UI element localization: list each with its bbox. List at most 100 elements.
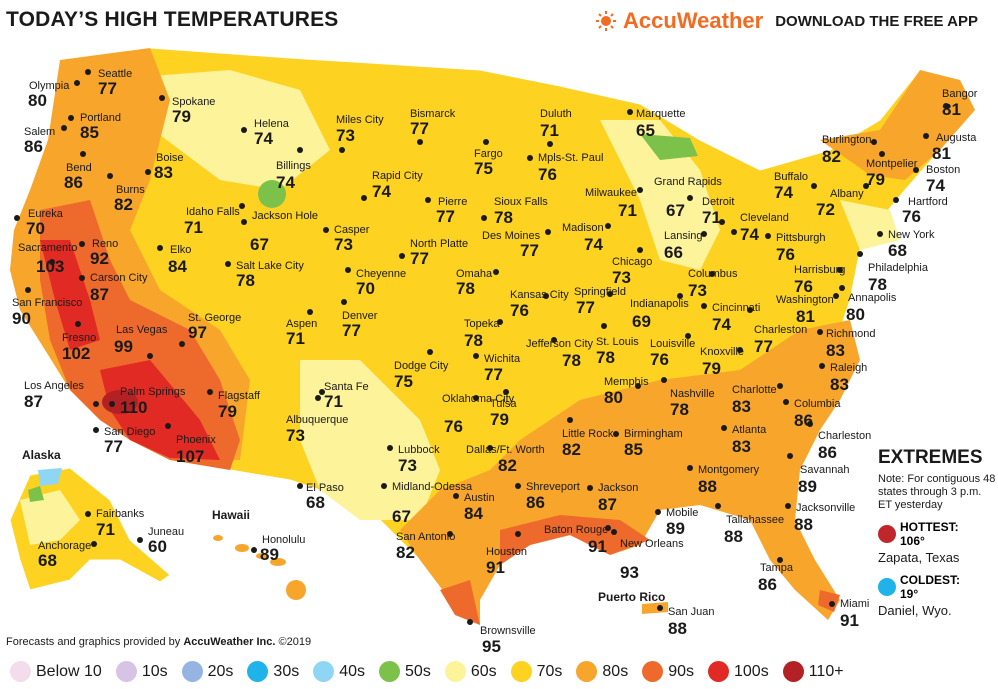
brand-header[interactable]: AccuWeather DOWNLOAD THE FREE APP (595, 8, 978, 34)
city-dot (361, 195, 367, 201)
city-name: Miami (840, 598, 870, 610)
city-dot (607, 291, 613, 297)
city-temperature: 103 (36, 257, 65, 276)
city-temperature: 97 (188, 323, 207, 342)
band-100s-desert (100, 360, 220, 460)
city-temperature: 110 (120, 398, 148, 417)
city-temperature: 74 (712, 315, 731, 334)
city-dot (551, 337, 557, 343)
city-name: Philadelphia (868, 262, 928, 274)
city-dot (777, 557, 783, 563)
city-dot (765, 233, 771, 239)
legend-label: 60s (470, 662, 497, 680)
city-name: St. Louis (596, 336, 639, 348)
city-name: Albany (830, 188, 864, 200)
city-name: Harrisburg (794, 264, 846, 276)
city-temperature: 71 (618, 201, 637, 220)
city-dot (239, 203, 245, 209)
city-name: Honolulu (262, 534, 306, 546)
city-dot (701, 231, 707, 237)
city-name: Duluth (540, 108, 572, 120)
download-app-link[interactable]: DOWNLOAD THE FREE APP (775, 12, 978, 30)
legend-swatch (642, 661, 664, 682)
city-name: Tampa (760, 562, 794, 574)
city-name: Tulsa (490, 398, 517, 410)
city-temperature: 68 (38, 551, 57, 570)
city-name: New York (888, 229, 935, 241)
city-name: Detroit (702, 196, 735, 208)
city-name: Houston (486, 546, 527, 558)
city-temperature: 76 (902, 207, 921, 226)
city-name: Brownsville (480, 625, 536, 637)
city-dot (109, 401, 115, 407)
city-temperature: 83 (826, 341, 845, 360)
city-temperature: 73 (334, 235, 353, 254)
city-dot (79, 241, 85, 247)
city-temperature: 77 (484, 365, 503, 384)
city-dot (157, 245, 163, 251)
city-name: Hartford (908, 196, 948, 208)
hottest-place: Zapata, Texas (878, 550, 960, 565)
city-dot (777, 383, 783, 389)
city-temperature: 74 (584, 235, 603, 254)
city-name: Los Angeles (24, 380, 84, 392)
city-dot (587, 485, 593, 491)
city-dot (68, 115, 74, 121)
city-dot (25, 287, 31, 293)
city-temperature: 82 (396, 543, 415, 562)
city-temperature: 78 (670, 400, 689, 419)
legend-label: 100s (734, 662, 769, 680)
city-temperature: 81 (932, 144, 951, 163)
city-dot (307, 309, 313, 315)
legend-item: 60s (444, 661, 497, 682)
city-name: Madison (562, 222, 604, 234)
city-name: Jacksonville (796, 502, 856, 514)
city-temperature: 93 (620, 563, 639, 582)
city-name: Lubbock (398, 444, 440, 456)
city-dot (543, 293, 549, 299)
city-temperature: 89 (798, 477, 817, 496)
city-name: Nashville (670, 388, 715, 400)
city-temperature: 73 (688, 281, 707, 300)
city-name: Anchorage (38, 540, 92, 552)
legend-swatch (576, 661, 598, 682)
hottest-row: HOTTEST: 106° (878, 520, 998, 548)
city-name: Sacramento (18, 242, 78, 254)
city-name: Dodge City (394, 360, 449, 372)
city-dot (613, 431, 619, 437)
city-dot (657, 605, 663, 611)
city-name: Montgomery (698, 464, 760, 476)
city-name: Oklahoma City (442, 393, 515, 405)
city-temperature: 73 (286, 426, 305, 445)
band-100s-central-valley (40, 240, 100, 350)
legend-label: 20s (207, 662, 234, 680)
city-temperature: 71 (184, 218, 203, 237)
city-dot (487, 445, 493, 451)
page-title: TODAY’S HIGH TEMPERATURES (6, 8, 339, 31)
city-temperature: 76 (794, 277, 813, 296)
city-name: Omaha (456, 268, 493, 280)
legend-label: 50s (405, 662, 431, 680)
city-name: St. George (188, 312, 242, 324)
city-name: Fargo (474, 148, 503, 160)
city-temperature: 70 (356, 279, 375, 298)
city-temperature: 82 (822, 147, 841, 166)
city-dot (93, 401, 99, 407)
city-dot (715, 503, 721, 509)
city-dot (497, 319, 503, 325)
city-name: Buffalo (774, 171, 809, 183)
city-name: Baton Rouge (544, 524, 609, 536)
legend-item: 40s (313, 661, 365, 682)
city-temperature: 77 (342, 321, 361, 340)
region-label-hawaii: Hawaii (212, 508, 251, 522)
city-dot (661, 377, 667, 383)
coldest-row: COLDEST: 19° (878, 573, 998, 601)
city-name: Reno (92, 238, 119, 250)
city-temperature: 86 (24, 137, 43, 156)
city-dot (453, 493, 459, 499)
city-name: Bangor (942, 88, 978, 100)
city-name: Cheyenne (356, 268, 407, 280)
city-name: Richmond (826, 328, 876, 340)
city-dot (74, 80, 80, 86)
city-dot (447, 531, 453, 537)
